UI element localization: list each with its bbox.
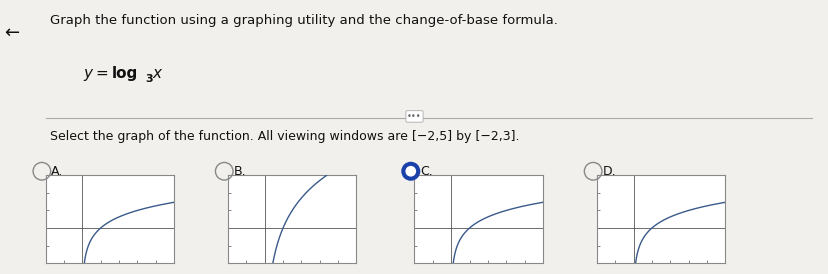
Text: A.: A. — [51, 165, 64, 178]
Text: •••: ••• — [407, 112, 421, 121]
Text: log: log — [112, 66, 138, 81]
Circle shape — [406, 167, 415, 176]
Text: =: = — [95, 66, 108, 81]
Text: D.: D. — [602, 165, 615, 178]
Text: 3: 3 — [145, 74, 152, 84]
Text: Graph the function using a graphing utility and the change-of-base formula.: Graph the function using a graphing util… — [50, 14, 557, 27]
Circle shape — [402, 162, 419, 180]
Text: Select the graph of the function. All viewing windows are [−2,5] by [−2,3].: Select the graph of the function. All vi… — [50, 130, 518, 143]
Text: x: x — [152, 66, 161, 81]
Text: B.: B. — [233, 165, 246, 178]
Text: ←: ← — [4, 24, 19, 42]
Text: y: y — [83, 66, 92, 81]
Text: C.: C. — [420, 165, 432, 178]
